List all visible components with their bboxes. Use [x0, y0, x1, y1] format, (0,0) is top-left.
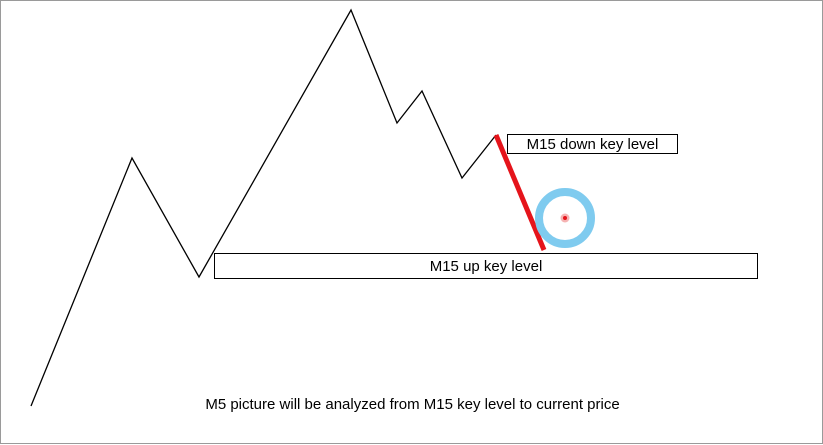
m15-down-key-level-label: M15 down key level [526, 135, 659, 153]
diagram-caption: M5 picture will be analyzed from M15 key… [205, 396, 620, 413]
current-price-dot [563, 216, 567, 220]
m15-up-key-level-label: M15 up key level [429, 257, 543, 275]
current-price-ring [535, 188, 595, 248]
current-move-line [493, 134, 547, 251]
price-zigzag-line [30, 8, 497, 407]
m15-up-key-level-box: M15 up key level [214, 253, 758, 279]
m15-down-key-level-box: M15 down key level [507, 134, 678, 154]
